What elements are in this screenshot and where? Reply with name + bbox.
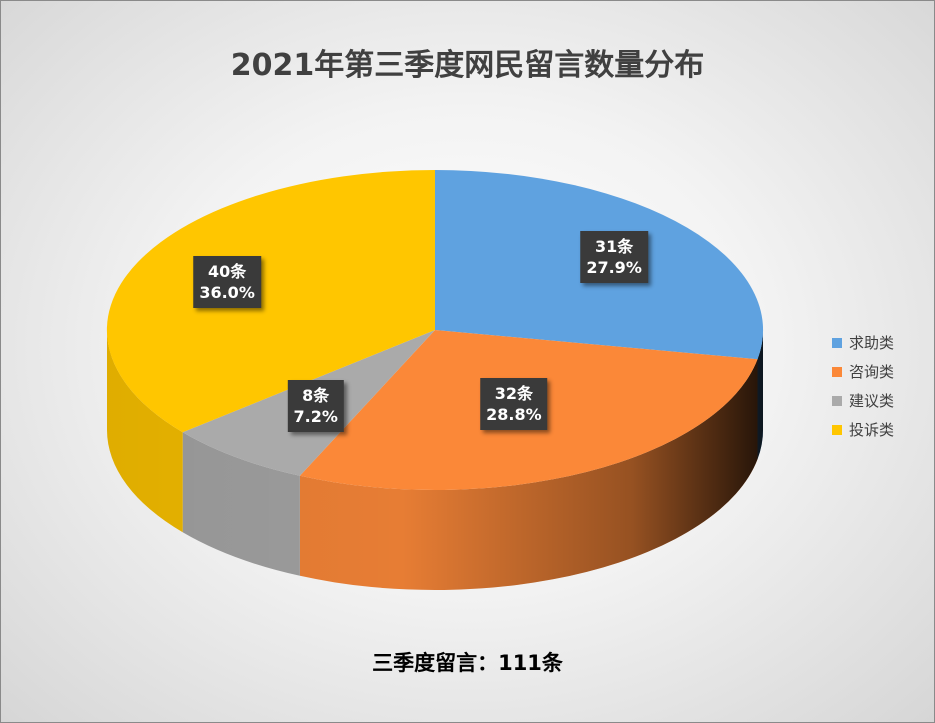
legend-label: 咨询类 xyxy=(849,363,895,381)
data-label-help: 31条 27.9% xyxy=(580,231,648,284)
pie-side-shading xyxy=(299,359,758,591)
pie-side-shading xyxy=(182,432,300,576)
chart-title: 2021年第三季度网民留言数量分布 xyxy=(230,48,705,83)
data-label-consult: 32条 28.8% xyxy=(480,377,548,430)
pie-side-shading xyxy=(757,330,764,460)
data-label-count: 8条 xyxy=(302,386,330,406)
legend-swatch xyxy=(832,395,842,406)
legend-item: 投诉类 xyxy=(832,415,894,444)
total-annotation: 三季度留言：111条 xyxy=(372,651,563,675)
data-label-count: 40条 xyxy=(207,262,247,282)
legend-label: 投诉类 xyxy=(849,421,895,439)
legend-swatch xyxy=(832,337,842,348)
data-label-percent: 27.9% xyxy=(586,258,642,278)
data-label-percent: 36.0% xyxy=(199,283,255,303)
data-label-percent: 7.2% xyxy=(293,407,338,427)
data-label-percent: 28.8% xyxy=(486,404,542,424)
pie-side-shading xyxy=(106,330,183,533)
data-label-count: 31条 xyxy=(594,237,634,257)
legend-item: 建议类 xyxy=(832,386,894,415)
pie-slice-complaint xyxy=(106,169,435,433)
legend-label: 建议类 xyxy=(849,392,895,410)
chart-legend: 求助类 咨询类 建议类 投诉类 xyxy=(832,328,894,444)
legend-swatch xyxy=(832,424,842,435)
legend-item: 咨询类 xyxy=(832,357,894,386)
legend-item: 求助类 xyxy=(832,328,894,357)
data-label-count: 32条 xyxy=(494,383,534,403)
data-label-suggest: 8条 7.2% xyxy=(287,380,344,433)
legend-swatch xyxy=(832,366,842,377)
legend-label: 求助类 xyxy=(849,334,895,352)
data-label-complaint: 40条 36.0% xyxy=(193,256,261,309)
